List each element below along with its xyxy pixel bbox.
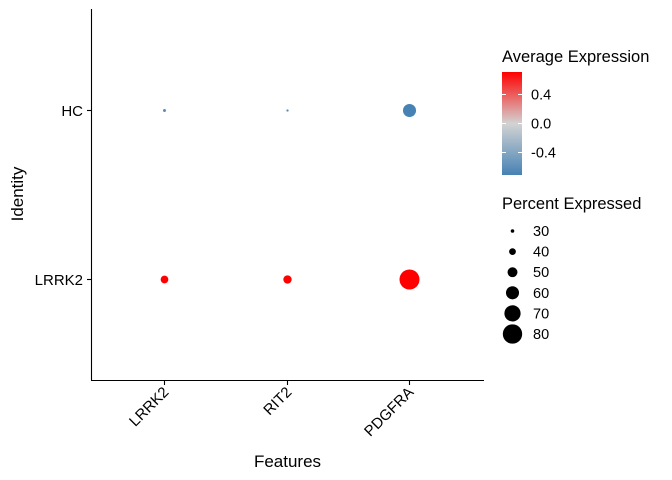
size-legend-label: 70 bbox=[533, 306, 549, 322]
dot-lrrk2-pdgfra bbox=[399, 269, 420, 290]
y-tick-label: HC bbox=[61, 103, 83, 120]
dot-lrrk2-lrrk2 bbox=[160, 275, 169, 284]
size-legend-dot bbox=[507, 267, 518, 278]
size-legend-label: 60 bbox=[533, 286, 549, 302]
size-legend-dot bbox=[505, 286, 520, 300]
color-legend-label: 0.4 bbox=[531, 87, 551, 103]
color-legend-bar bbox=[502, 72, 522, 175]
dot-hc-pdgfra bbox=[402, 103, 417, 118]
x-tick-label: LRRK2 bbox=[126, 384, 172, 430]
color-legend-title: Average Expression bbox=[502, 48, 649, 66]
size-legend-label: 40 bbox=[533, 245, 549, 261]
size-legend-title: Percent Expressed bbox=[502, 195, 641, 213]
size-legend-dot bbox=[509, 248, 516, 255]
x-tick-label: PDGFRA bbox=[361, 384, 417, 440]
dot-hc-rit2 bbox=[286, 109, 289, 112]
color-legend-label: -0.4 bbox=[531, 146, 556, 162]
y-tick-label: LRRK2 bbox=[35, 272, 83, 289]
dot-hc-lrrk2 bbox=[163, 109, 166, 112]
size-legend-dot bbox=[502, 324, 523, 344]
x-axis-title: Features bbox=[254, 452, 321, 471]
size-legend-label: 30 bbox=[533, 224, 549, 240]
size-legend-label: 80 bbox=[533, 327, 549, 343]
color-legend-label: 0.0 bbox=[531, 117, 551, 133]
dot-lrrk2-rit2 bbox=[283, 275, 292, 284]
y-axis-title: Identity bbox=[8, 166, 27, 221]
size-legend-label: 50 bbox=[533, 265, 549, 281]
x-tick-label: RIT2 bbox=[260, 384, 295, 419]
size-legend-dot bbox=[510, 229, 515, 233]
size-legend-dot bbox=[504, 305, 521, 322]
